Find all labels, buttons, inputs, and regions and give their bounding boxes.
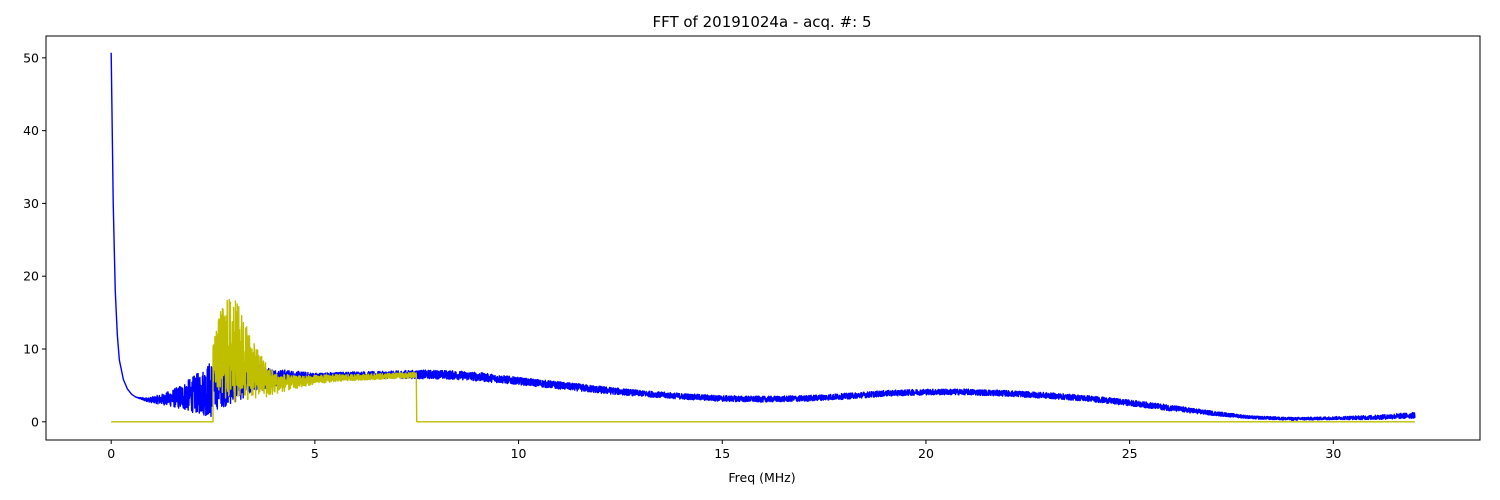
series-line-2 <box>110 298 1416 423</box>
axis-ticks: 0 5 10 15 20 25 30 0 10 20 30 40 50 <box>23 50 1341 461</box>
y-tick-label: 0 <box>31 414 39 429</box>
x-tick-label: 20 <box>918 446 934 461</box>
y-tick-label: 10 <box>23 342 39 357</box>
x-tick-label: 30 <box>1325 446 1341 461</box>
x-tick-label: 10 <box>511 446 527 461</box>
x-tick-label: 15 <box>714 446 730 461</box>
x-axis-label: Freq (MHz) <box>728 470 795 485</box>
x-tick-label: 25 <box>1122 446 1138 461</box>
y-tick-label: 40 <box>23 123 39 138</box>
x-tick-label: 5 <box>311 446 319 461</box>
y-tick-label: 20 <box>23 269 39 284</box>
x-tick-label: 0 <box>107 446 115 461</box>
y-tick-label: 30 <box>23 196 39 211</box>
y-tick-label: 50 <box>23 50 39 65</box>
axes-frame <box>45 35 1481 441</box>
chart-title: FFT of 20191024a - acq. #: 5 <box>652 13 871 31</box>
plot-area <box>110 52 1416 423</box>
